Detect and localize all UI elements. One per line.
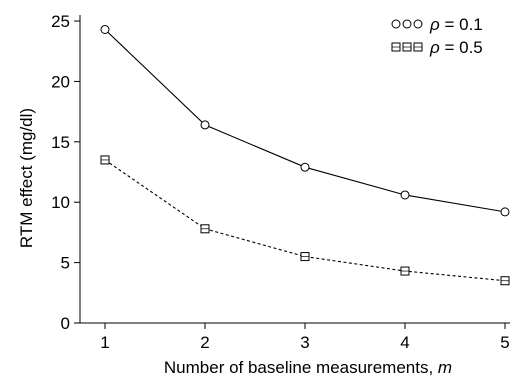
y-tick-label: 25 — [51, 12, 70, 31]
series-2 — [100, 155, 510, 286]
legend-value: = 0.1 — [440, 15, 483, 34]
series-layer — [100, 24, 510, 286]
axes — [79, 15, 510, 324]
series-1-point — [400, 190, 410, 200]
series-1-point — [200, 120, 210, 130]
legend-marker — [402, 19, 412, 29]
y-axis-title: RTM effect (mg/dl) — [17, 108, 36, 248]
legend-rho: ρ — [429, 15, 440, 34]
x-tick-label: 2 — [200, 333, 209, 352]
series-1-point — [500, 207, 510, 217]
legend-entry-1: ρ = 0.1 — [391, 15, 483, 34]
y-tick-label: 20 — [51, 72, 70, 91]
y-tick-label: 5 — [61, 254, 70, 273]
y-ticks: 0 5 10 15 20 25 — [51, 12, 80, 333]
x-axis-title: Number of baseline measurements, m — [164, 358, 452, 377]
series-1 — [100, 24, 510, 217]
legend-label-1: ρ = 0.1 — [429, 15, 483, 34]
legend-rho: ρ — [429, 38, 440, 57]
legend-marker — [391, 19, 401, 29]
y-tick-label: 10 — [51, 193, 70, 212]
legend-marker — [413, 19, 423, 29]
legend-entry-2: ρ = 0.5 — [391, 38, 483, 57]
y-tick-label: 15 — [51, 133, 70, 152]
series-2-line — [104, 159, 506, 282]
legend-value: = 0.5 — [440, 38, 483, 57]
x-tick-label: 4 — [400, 333, 409, 352]
x-ticks: 1 2 3 4 5 — [100, 323, 510, 352]
x-tick-label: 1 — [100, 333, 109, 352]
series-1-point — [100, 24, 110, 34]
legend: ρ = 0.1ρ = 0.5 — [391, 15, 483, 57]
legend-label-2: ρ = 0.5 — [429, 38, 483, 57]
y-tick-label: 0 — [61, 314, 70, 333]
series-1-point — [300, 162, 310, 172]
x-tick-label: 3 — [300, 333, 309, 352]
x-tick-label: 5 — [500, 333, 509, 352]
